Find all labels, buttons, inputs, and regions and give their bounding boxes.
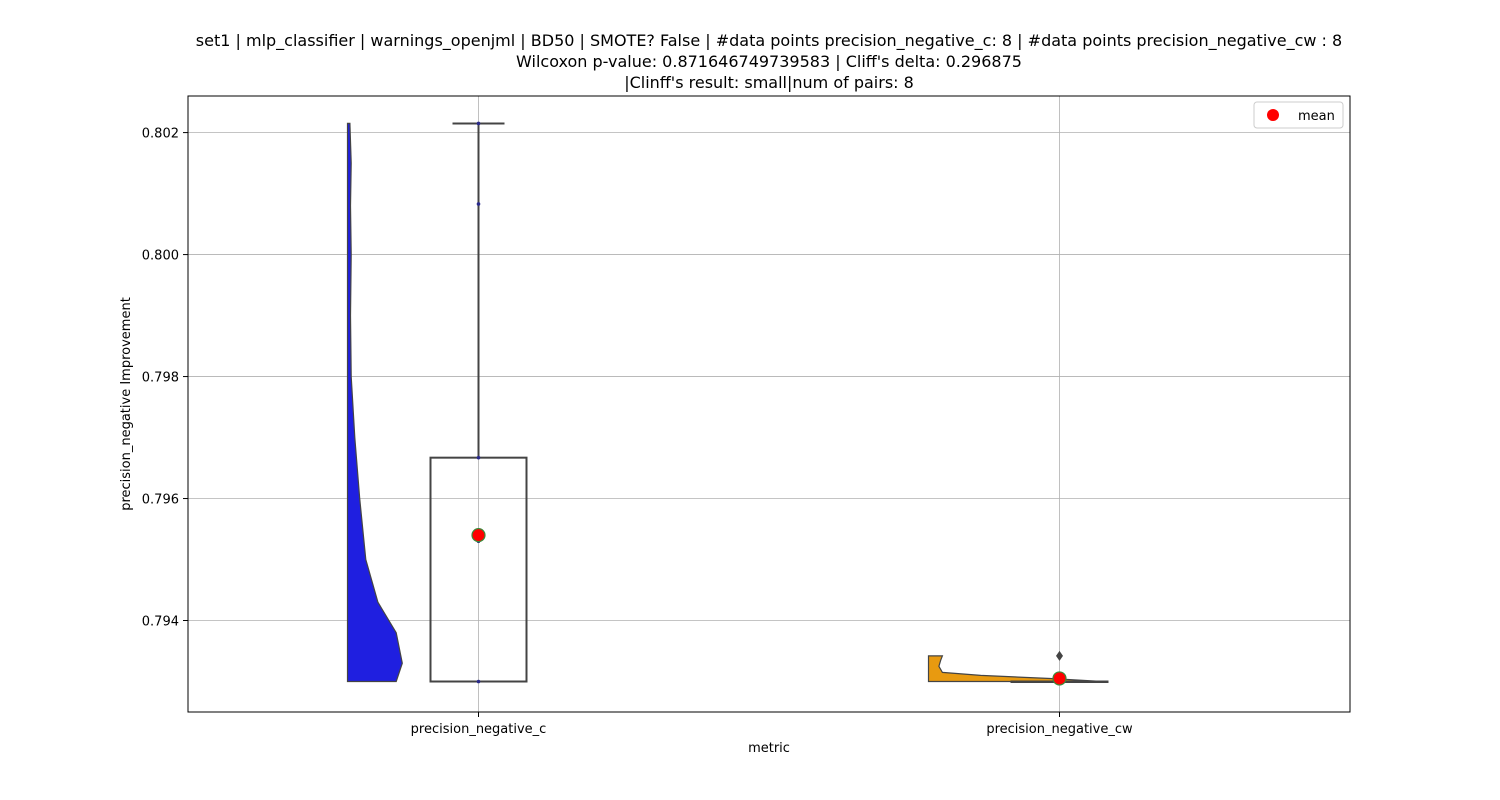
y-axis-label: precision_negative Improvement xyxy=(119,297,134,511)
legend-mean-marker xyxy=(1267,109,1279,121)
mean-marker xyxy=(471,528,486,543)
legend-frame xyxy=(1253,101,1344,129)
y-tick-label: 0.798 xyxy=(142,371,179,386)
x-axis-label: metric xyxy=(748,741,790,756)
y-tick-label: 0.796 xyxy=(142,493,179,508)
y-tick-label: 0.802 xyxy=(142,127,179,142)
mean-marker xyxy=(1052,671,1067,686)
title-line-3: |Clinff's result: small|num of pairs: 8 xyxy=(624,73,914,92)
data-point xyxy=(476,455,481,460)
title-line-1: set1 | mlp_classifier | warnings_openjml… xyxy=(196,31,1342,51)
y-tick-label: 0.800 xyxy=(142,249,179,264)
violin-precision_negative_cw xyxy=(927,655,1103,683)
x-axis-ticks: precision_negative_c precision_negative_c… xyxy=(411,712,1133,737)
chart-title: set1 | mlp_classifier | warnings_openjml… xyxy=(196,31,1342,92)
y-axis-ticks: 0.794 0.796 0.798 0.800 0.802 xyxy=(142,127,188,630)
x-tick-label: precision_negative_cw xyxy=(986,722,1133,737)
data-point xyxy=(476,202,481,206)
plot-area-frame xyxy=(187,95,1351,713)
y-tick-label: 0.794 xyxy=(142,615,179,630)
data-points xyxy=(471,121,1067,686)
boxplots xyxy=(429,122,1109,684)
violin-precision_negative_c xyxy=(346,122,403,683)
x-tick-label: precision_negative_c xyxy=(411,722,547,737)
legend: mean xyxy=(1253,101,1344,129)
title-line-2: Wilcoxon p-value: 0.871646749739583 | Cl… xyxy=(516,52,1022,71)
violins xyxy=(346,122,1103,683)
outlier-marker xyxy=(1056,650,1063,661)
data-point xyxy=(476,121,481,126)
data-point xyxy=(476,679,481,684)
legend-mean-label: mean xyxy=(1298,109,1335,124)
